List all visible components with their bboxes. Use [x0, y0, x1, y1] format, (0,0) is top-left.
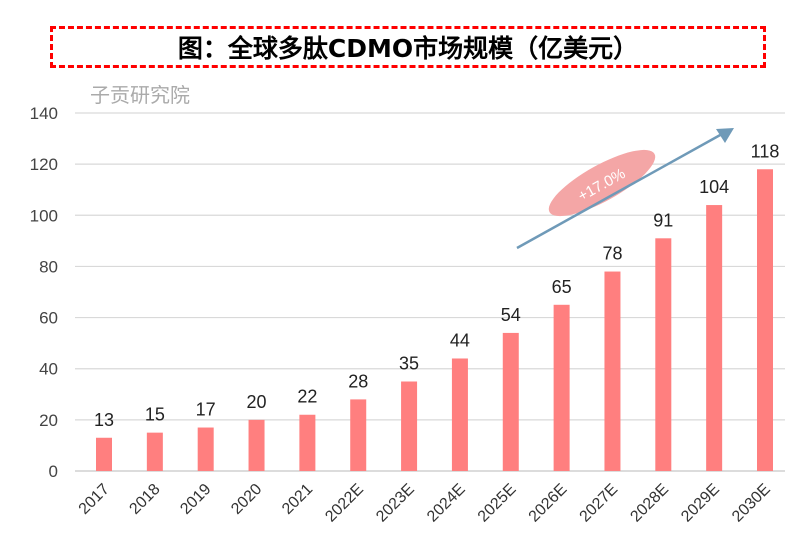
x-tick-label: 2026E	[526, 481, 571, 526]
bar	[197, 427, 214, 471]
growth-arrow	[516, 132, 723, 250]
data-label: 65	[552, 277, 572, 297]
y-tick-label: 0	[49, 462, 58, 481]
data-label: 78	[602, 244, 622, 264]
y-tick-label: 140	[30, 104, 58, 123]
x-tick-label: 2027E	[577, 481, 622, 526]
data-label: 22	[297, 387, 317, 407]
data-label: 20	[247, 392, 267, 412]
y-tick-label: 60	[39, 309, 58, 328]
chart-title: 图：全球多肽CDMO市场规模（亿美元）	[177, 34, 639, 63]
x-tick-label: 2023E	[373, 481, 418, 526]
y-tick-label: 120	[30, 155, 58, 174]
x-tick-label: 2022E	[322, 481, 367, 526]
bar	[553, 304, 570, 471]
bar	[757, 169, 773, 471]
watermark: 子贡研究院	[90, 83, 190, 107]
bar	[299, 414, 316, 471]
data-label: 28	[348, 371, 368, 391]
data-label: 118	[751, 141, 780, 161]
y-tick-label: 20	[39, 411, 58, 430]
bar	[502, 332, 519, 471]
bar	[146, 432, 163, 471]
arrow-head-icon	[716, 128, 734, 143]
x-tick-label: 2028E	[627, 481, 672, 526]
x-tick-label: 2030E	[729, 481, 774, 526]
data-label: 35	[399, 354, 419, 374]
y-tick-label: 40	[39, 360, 58, 379]
data-label: 44	[450, 330, 470, 350]
data-label: 17	[196, 400, 216, 420]
bar	[350, 399, 367, 471]
x-tick-label: 2020	[228, 481, 265, 518]
data-label: 15	[145, 405, 165, 425]
y-tick-label: 100	[30, 206, 58, 225]
title-box: 图：全球多肽CDMO市场规模（亿美元）	[50, 26, 766, 68]
growth-ellipse	[548, 149, 656, 217]
y-tick-label: 80	[39, 257, 58, 276]
bar	[248, 419, 265, 471]
bar	[604, 271, 621, 471]
x-tick-label: 2017	[76, 481, 113, 518]
x-tick-label: 2025E	[475, 481, 520, 526]
bar	[401, 381, 418, 471]
x-tick-label: 2024E	[424, 481, 469, 526]
bar	[451, 358, 468, 471]
x-tick-label: 2021	[279, 481, 316, 518]
data-label: 91	[653, 210, 673, 230]
bar	[706, 205, 723, 472]
x-tick-label: 2029E	[678, 481, 723, 526]
data-label: 104	[699, 177, 729, 197]
data-label: 54	[501, 305, 521, 325]
x-tick-label: 2018	[126, 481, 163, 518]
data-label: 13	[94, 410, 114, 430]
bar	[655, 238, 672, 471]
bar	[96, 437, 112, 471]
x-tick-label: 2019	[177, 481, 214, 518]
